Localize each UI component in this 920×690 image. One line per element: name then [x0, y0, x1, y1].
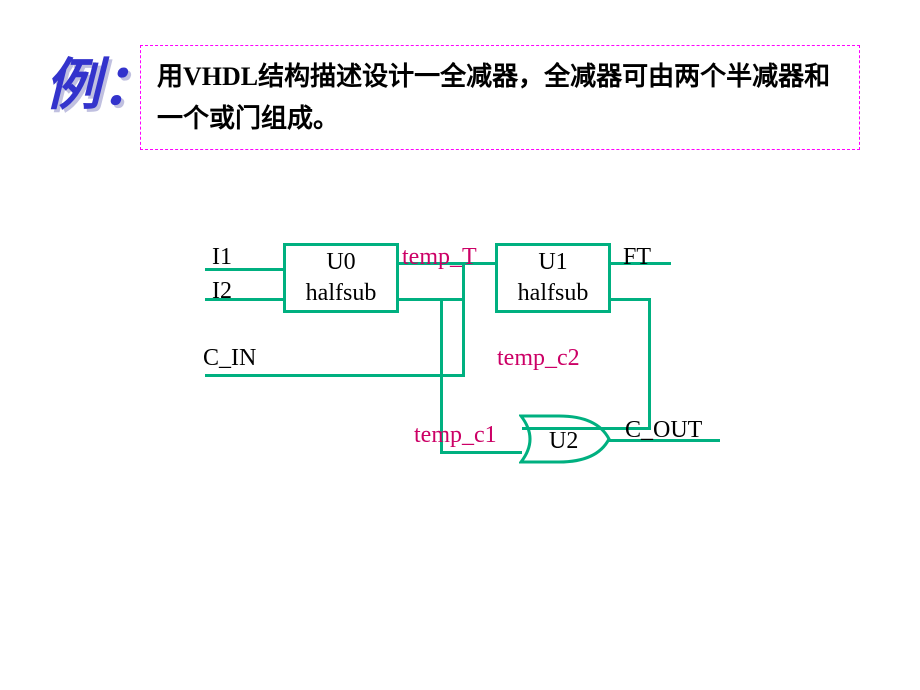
signal-temp_t: temp_T	[402, 244, 477, 271]
wire	[440, 451, 522, 454]
wire	[462, 262, 465, 376]
description-text: 用VHDL结构描述设计一全减器，全减器可由两个半减器和一个或门组成。	[157, 56, 843, 139]
block-u1-type: halfsub	[498, 277, 608, 308]
signal-i2: I2	[212, 278, 232, 305]
signal-c_in: C_IN	[203, 345, 256, 372]
signal-temp_c2: temp_c2	[497, 345, 580, 372]
signal-u2: U2	[549, 428, 578, 455]
signal-ft: FT	[623, 244, 651, 271]
block-u1-name: U1	[498, 246, 608, 277]
wire	[399, 298, 464, 301]
block-u0-name: U0	[286, 246, 396, 277]
signal-i1: I1	[212, 244, 232, 271]
wire	[648, 298, 651, 430]
signal-temp_c1: temp_c1	[414, 422, 497, 449]
block-u0-halfsub: U0 halfsub	[283, 243, 399, 313]
description-box: 用VHDL结构描述设计一全减器，全减器可由两个半减器和一个或门组成。	[140, 45, 860, 150]
block-u0-type: halfsub	[286, 277, 396, 308]
wire	[611, 298, 651, 301]
block-u1-halfsub: U1 halfsub	[495, 243, 611, 313]
wire	[205, 374, 465, 377]
signal-c_out: C_OUT	[625, 417, 702, 444]
